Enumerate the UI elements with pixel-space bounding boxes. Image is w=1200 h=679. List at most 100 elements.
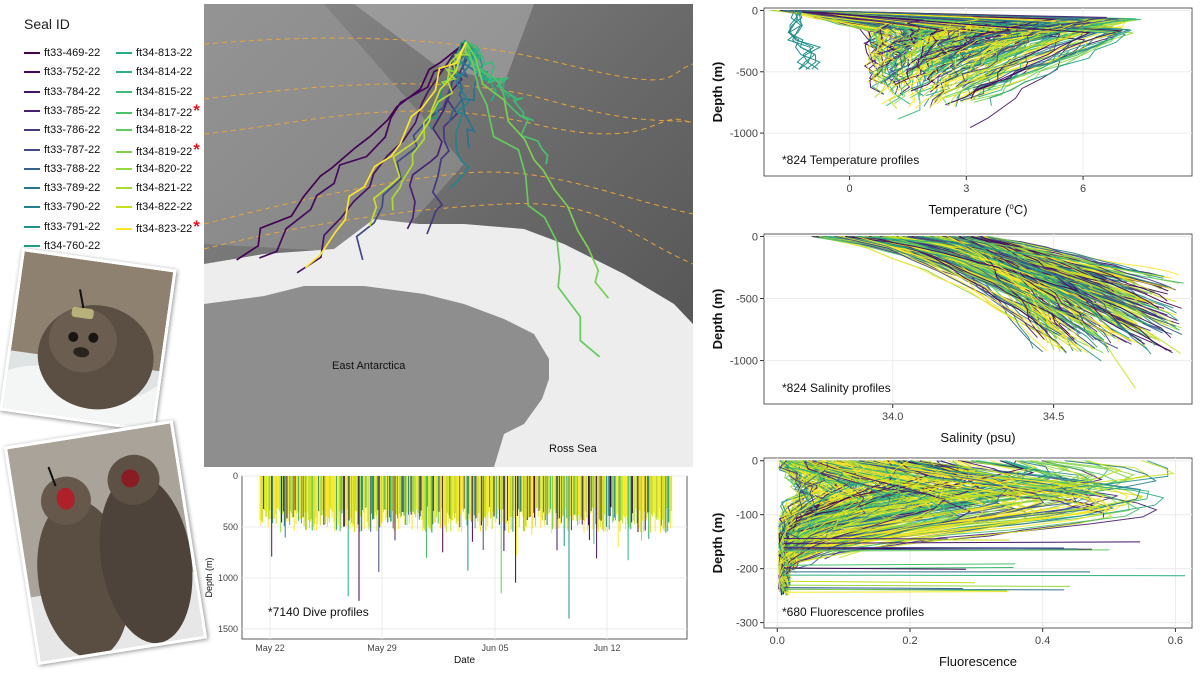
- x-tick-label: 34.0: [882, 411, 903, 423]
- x-tick-label: 34.5: [1043, 411, 1064, 423]
- y-tick-label: 0: [233, 471, 238, 481]
- fluorescence-profile: [784, 575, 1185, 576]
- legend-item: ft33-786-22: [24, 123, 100, 137]
- star-marker: *: [193, 101, 200, 120]
- legend-label: ft34-818-22: [136, 124, 192, 136]
- y-axis-label: Depth (m): [710, 62, 725, 123]
- legend-label: ft34-821-22: [136, 182, 192, 194]
- legend-swatch: [24, 187, 40, 189]
- dive-profiles-svg: May 22 May 29 Jun 05 Jun 12 0 500 1000 1500 Date…: [202, 470, 695, 670]
- legend-swatch: [116, 187, 132, 189]
- y-tick-label: 0: [752, 5, 758, 17]
- legend-item: ft34-818-22: [116, 123, 192, 137]
- legend-swatch: [116, 151, 132, 153]
- legend-swatch: [116, 71, 132, 73]
- legend-item: ft34-821-22: [116, 181, 192, 195]
- legend-label: ft33-752-22: [44, 66, 100, 78]
- y-tick-label: -500: [736, 67, 758, 79]
- y-tick-label: -300: [736, 618, 758, 630]
- legend-label: ft33-786-22: [44, 124, 100, 136]
- legend-swatch: [24, 129, 40, 131]
- legend-swatch: [24, 110, 40, 112]
- legend-swatch: [116, 228, 132, 230]
- legend-item: ft33-791-22: [24, 220, 100, 234]
- legend-label: ft33-469-22: [44, 47, 100, 59]
- legend-swatch: [116, 206, 132, 208]
- seal-photo-2-image: [7, 423, 204, 661]
- dive-profiles-chart: May 22 May 29 Jun 05 Jun 12 0 500 1000 1500 Date…: [202, 470, 695, 670]
- x-tick-label: 0.2: [902, 635, 917, 647]
- x-tick-label: 0: [847, 183, 853, 195]
- legend-label: ft34-815-22: [136, 86, 192, 98]
- profile-count-annotation: *824 Salinity profiles: [782, 381, 891, 395]
- x-tick-label: 3: [963, 183, 969, 195]
- legend-label: ft34-822-22: [136, 201, 192, 213]
- legend-item: ft34-817-22*: [116, 104, 200, 118]
- track-map: East Antarctica Ross Sea: [204, 4, 693, 467]
- legend-label: ft33-791-22: [44, 221, 100, 233]
- x-tick-label: Jun 12: [593, 643, 620, 653]
- legend-label: ft34-817-22: [136, 107, 192, 119]
- legend-item: ft34-819-22*: [116, 143, 200, 157]
- y-tick-label: -1000: [730, 356, 758, 368]
- map-label-ross-sea: Ross Sea: [549, 443, 598, 455]
- legend-swatch: [24, 226, 40, 228]
- x-axis-label: Temperature (oC): [928, 202, 1027, 217]
- y-tick-label: -100: [736, 510, 758, 522]
- legend-label: ft34-819-22: [136, 146, 192, 158]
- x-tick-label: 0.0: [770, 635, 785, 647]
- legend-item: ft33-788-22: [24, 162, 100, 176]
- profile-count-annotation: *824 Temperature profiles: [782, 153, 919, 167]
- y-tick-label: 1000: [218, 573, 238, 583]
- map-label-east-antarctica: East Antarctica: [332, 360, 406, 372]
- y-axis-label: Depth (m): [710, 513, 725, 574]
- y-tick-label: -200: [736, 564, 758, 576]
- legend-label: ft33-789-22: [44, 182, 100, 194]
- temperature-chart-svg: 0 3 6 0 -500 -1000 Depth (m) Temperature (oC) *8…: [700, 0, 1200, 225]
- legend-item: ft34-814-22: [116, 65, 192, 79]
- y-tick-label: -1000: [730, 128, 758, 140]
- legend-label: ft34-813-22: [136, 47, 192, 59]
- legend-swatch: [24, 168, 40, 170]
- legend-item: ft33-752-22: [24, 65, 100, 79]
- y-tick-label: -500: [736, 294, 758, 306]
- legend-item: ft34-823-22*: [116, 220, 200, 234]
- legend-swatch: [116, 168, 132, 170]
- y-tick-label: 500: [223, 522, 238, 532]
- legend-label: ft33-784-22: [44, 86, 100, 98]
- legend-swatch: [24, 71, 40, 73]
- legend-item: ft34-813-22: [116, 46, 192, 60]
- legend-swatch: [116, 129, 132, 131]
- legend-swatch: [24, 206, 40, 208]
- x-tick-label: 0.4: [1035, 635, 1050, 647]
- legend-label: ft33-787-22: [44, 144, 100, 156]
- seal-photo-1: [0, 248, 177, 432]
- legend-item: ft34-815-22: [116, 85, 192, 99]
- x-tick-label: May 22: [255, 643, 285, 653]
- x-tick-label: May 29: [367, 643, 397, 653]
- legend-swatch: [116, 52, 132, 54]
- legend-item: ft33-787-22: [24, 143, 100, 157]
- legend-label: ft34-820-22: [136, 163, 192, 175]
- legend-swatch: [24, 245, 40, 247]
- legend-title: Seal ID: [24, 16, 70, 32]
- x-tick-label: 6: [1080, 183, 1086, 195]
- fluorescence-profile: [784, 592, 1009, 593]
- x-tick-label: Jun 05: [481, 643, 508, 653]
- x-tick-label: 0.6: [1168, 635, 1183, 647]
- temperature-chart: 0 3 6 0 -500 -1000 Depth (m) Temperature (oC) *8…: [700, 0, 1200, 225]
- seal-photo-1-image: [3, 251, 174, 428]
- legend-item: ft33-789-22: [24, 181, 100, 195]
- y-tick-label: 1500: [218, 624, 238, 634]
- legend-label: ft33-785-22: [44, 105, 100, 117]
- legend-item: ft33-469-22: [24, 46, 100, 60]
- legend-swatch: [116, 91, 132, 93]
- x-axis-label: Date: [454, 655, 476, 666]
- legend-label: ft34-814-22: [136, 66, 192, 78]
- legend-swatch: [24, 91, 40, 93]
- legend-label: ft33-790-22: [44, 201, 100, 213]
- legend-swatch: [116, 112, 132, 114]
